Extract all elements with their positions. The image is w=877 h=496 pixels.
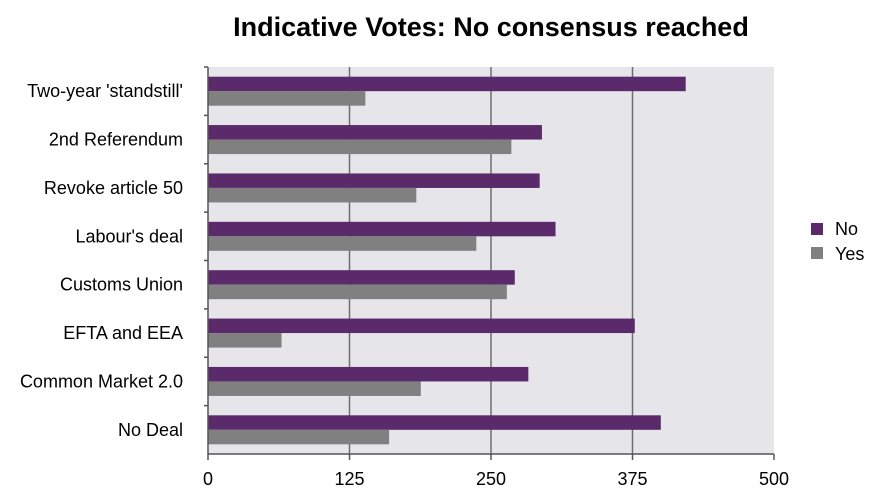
bar-no [208,366,529,382]
legend-swatch-no [811,223,823,235]
category-label: No Deal [118,420,183,440]
category-label: EFTA and EEA [63,323,183,343]
bar-no [208,318,635,334]
chart-title: Indicative Votes: No consensus reached [233,12,749,42]
bar-yes [208,333,282,348]
bar-no [208,415,661,430]
x-tick-label: 125 [334,469,364,489]
category-label: Revoke article 50 [44,178,183,198]
bar-yes [208,91,366,106]
bar-no [208,173,540,188]
category-labels: Two-year 'standstill' 2nd Referendum Revok… [20,81,183,440]
legend-label-yes: Yes [835,244,864,264]
bar-yes [208,139,512,155]
category-label: 2nd Referendum [49,130,183,150]
bar-yes [208,236,477,251]
bars [208,76,686,445]
category-label: Customs Union [60,275,183,295]
x-tick-label: 500 [759,469,789,489]
bar-yes [208,429,390,445]
bar-yes [208,284,507,300]
bar-no [208,125,542,140]
category-label: Labour's deal [75,226,183,246]
legend-swatch-yes [811,247,823,259]
x-tick-label: 375 [617,469,647,489]
bar-yes [208,381,421,396]
bar-no [208,76,686,92]
x-tick-label: 250 [476,469,506,489]
category-label: Two-year 'standstill' [27,81,183,101]
bar-no [208,270,515,285]
axis-ticks: 0 125 250 375 500 [203,66,789,489]
bar-yes [208,187,417,203]
bar-no [208,221,556,237]
legend-label-no: No [835,219,858,239]
category-label: Common Market 2.0 [20,371,183,391]
x-tick-label: 0 [203,469,213,489]
legend: No Yes [811,219,864,264]
